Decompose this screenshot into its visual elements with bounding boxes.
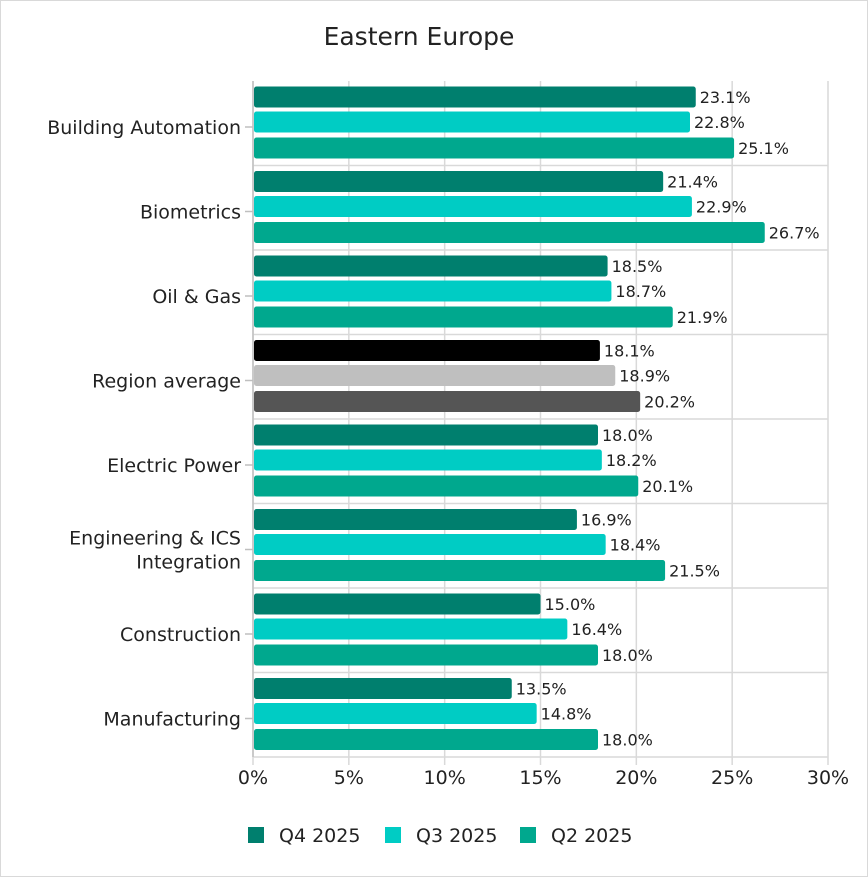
legend-swatch bbox=[520, 827, 536, 843]
data-label: 18.1% bbox=[604, 342, 655, 361]
data-label: 18.4% bbox=[610, 536, 661, 555]
category-label: Biometrics bbox=[140, 202, 241, 224]
data-label: 18.0% bbox=[602, 646, 653, 665]
data-label: 15.0% bbox=[545, 595, 596, 614]
data-label: 23.1% bbox=[700, 88, 751, 107]
chart-title: Eastern Europe bbox=[324, 22, 515, 51]
data-label: 18.0% bbox=[602, 426, 653, 445]
category-label: Integration bbox=[136, 552, 241, 574]
category-labels: Building Automation Biometrics Oil & Gas Re… bbox=[47, 117, 241, 731]
bar-q4-2025 bbox=[254, 86, 696, 108]
data-label: 18.2% bbox=[606, 451, 657, 470]
category-label: Electric Power bbox=[107, 455, 241, 477]
legend-label: Q2 2025 bbox=[551, 825, 632, 847]
bar-q3-2025 bbox=[254, 703, 537, 724]
data-label: 21.5% bbox=[669, 562, 720, 581]
data-label: 18.5% bbox=[612, 257, 663, 276]
x-axis: 0% 5% 10% 15% 20% 25% 30% bbox=[238, 767, 849, 789]
bar-q4-2025 bbox=[254, 340, 600, 361]
bar-q4-2025 bbox=[254, 678, 512, 699]
x-tick-label: 5% bbox=[334, 767, 364, 789]
data-label: 22.8% bbox=[694, 113, 745, 132]
x-tick-label: 30% bbox=[807, 767, 849, 789]
bar-q2-2025 bbox=[254, 222, 765, 243]
bar-q2-2025 bbox=[254, 644, 598, 666]
bar-q3-2025 bbox=[254, 534, 606, 555]
legend-label: Q3 2025 bbox=[416, 825, 497, 847]
data-label: 18.0% bbox=[602, 731, 653, 750]
category-label: Region average bbox=[92, 371, 241, 393]
category-label: Oil & Gas bbox=[152, 286, 241, 308]
data-label: 21.4% bbox=[667, 173, 718, 192]
bar-q2-2025 bbox=[254, 137, 735, 159]
bar-q4-2025 bbox=[254, 255, 608, 277]
x-tick-label: 20% bbox=[615, 767, 657, 789]
legend-swatch bbox=[385, 827, 401, 843]
x-tick-label: 25% bbox=[711, 767, 753, 789]
bar-q3-2025 bbox=[254, 449, 602, 471]
data-label: 22.9% bbox=[696, 198, 747, 217]
bar-q3-2025 bbox=[254, 196, 692, 217]
x-tick-label: 0% bbox=[238, 767, 268, 789]
data-label: 18.9% bbox=[619, 367, 670, 386]
bar-q3-2025 bbox=[254, 618, 568, 640]
x-tick-label: 15% bbox=[519, 767, 561, 789]
data-label: 26.7% bbox=[769, 224, 820, 243]
data-label: 21.9% bbox=[677, 308, 728, 327]
bar-q2-2025 bbox=[254, 306, 673, 328]
legend-label: Q4 2025 bbox=[279, 825, 360, 847]
data-label: 18.7% bbox=[615, 282, 666, 301]
legend-swatch bbox=[248, 827, 264, 843]
bar-q3-2025 bbox=[254, 111, 690, 133]
category-label: Construction bbox=[120, 624, 241, 646]
data-label: 20.1% bbox=[642, 477, 693, 496]
data-label: 16.4% bbox=[571, 620, 622, 639]
data-label: 20.2% bbox=[644, 393, 695, 412]
bar-q4-2025 bbox=[254, 509, 577, 530]
category-label: Engineering & ICS bbox=[69, 528, 241, 550]
data-label: 25.1% bbox=[738, 139, 789, 158]
bar-q3-2025 bbox=[254, 365, 616, 386]
bar-q2-2025 bbox=[254, 475, 639, 497]
data-label: 13.5% bbox=[516, 680, 567, 699]
category-label: Building Automation bbox=[47, 117, 241, 139]
bar-q3-2025 bbox=[254, 280, 612, 302]
bar-q4-2025 bbox=[254, 171, 664, 192]
bar-q2-2025 bbox=[254, 560, 666, 581]
bar-q2-2025 bbox=[254, 391, 641, 412]
data-label: 16.9% bbox=[581, 511, 632, 530]
bars: 23.1% 22.8% 25.1% 21.4% 22.9% 26.7% 18.5% 18.7%… bbox=[254, 86, 820, 750]
data-label: 14.8% bbox=[541, 705, 592, 724]
bar-q4-2025 bbox=[254, 593, 541, 615]
category-label: Manufacturing bbox=[103, 709, 241, 731]
legend: Q4 2025 Q3 2025 Q2 2025 bbox=[248, 825, 632, 847]
x-tick-label: 10% bbox=[424, 767, 466, 789]
bar-q4-2025 bbox=[254, 424, 598, 446]
bar-q2-2025 bbox=[254, 729, 598, 750]
